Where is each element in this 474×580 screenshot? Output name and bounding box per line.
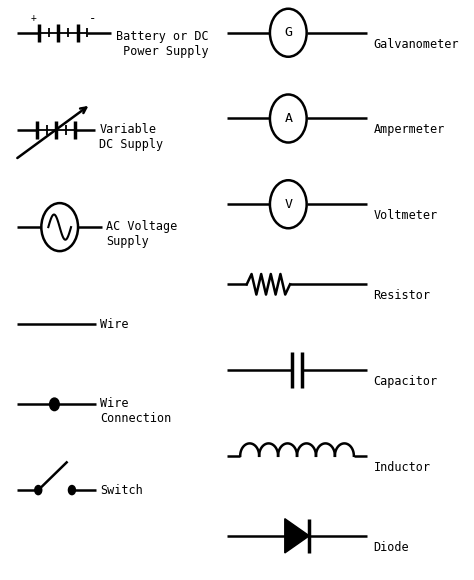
Text: A: A [284,112,292,125]
Text: Diode: Diode [374,541,409,554]
Circle shape [68,485,75,495]
Text: Ampermeter: Ampermeter [374,124,445,136]
Text: G: G [284,26,292,39]
Text: Variable
DC Supply: Variable DC Supply [100,123,164,151]
Text: Resistor: Resistor [374,289,430,302]
Text: Wire
Connection: Wire Connection [100,397,172,425]
Text: Capacitor: Capacitor [374,375,438,388]
Text: +: + [31,13,37,23]
Polygon shape [285,519,309,553]
Text: Wire: Wire [100,318,129,331]
Text: V: V [284,198,292,211]
Text: Battery or DC
 Power Supply: Battery or DC Power Supply [116,30,208,58]
Text: AC Voltage
Supply: AC Voltage Supply [107,220,178,248]
Text: -: - [89,12,96,25]
Text: Galvanometer: Galvanometer [374,38,459,50]
Circle shape [35,485,42,495]
Text: Switch: Switch [100,484,143,496]
Text: Inductor: Inductor [374,461,430,474]
Circle shape [50,398,59,411]
Text: Voltmeter: Voltmeter [374,209,438,222]
